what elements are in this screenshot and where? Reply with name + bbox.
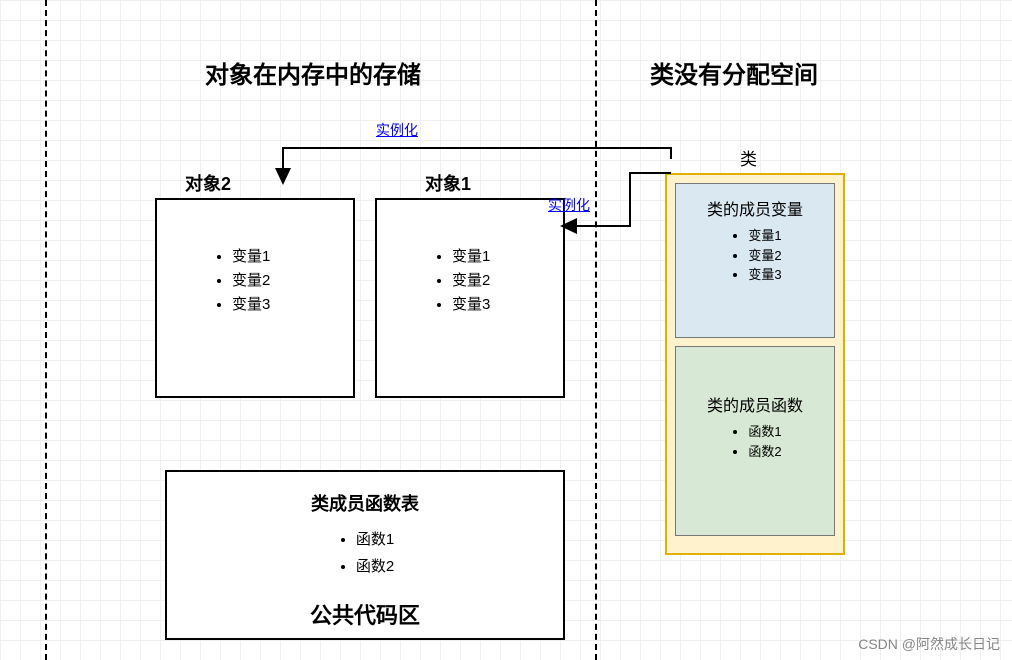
class-method-item: 函数2 [748, 442, 781, 462]
func-item: 函数1 [356, 526, 394, 553]
obj1-item: 变量2 [452, 269, 563, 293]
obj2-label: 对象2 [185, 170, 231, 196]
func-table-box: 类成员函数表 函数1 函数2 公共代码区 [165, 470, 565, 640]
class-members-title: 类的成员变量 [684, 196, 826, 220]
class-label: 类 [740, 145, 757, 170]
obj2-item: 变量1 [232, 245, 353, 269]
divider-right [595, 0, 597, 660]
func-table-title: 类成员函数表 [167, 490, 563, 516]
class-method-item: 函数1 [748, 422, 781, 442]
class-methods-title: 类的成员函数 [684, 392, 826, 416]
obj1-label: 对象1 [425, 170, 471, 196]
title-left: 对象在内存中的存储 [205, 55, 421, 90]
class-member-item: 变量3 [748, 265, 781, 285]
class-box: 类的成员变量 变量1 变量2 变量3 类的成员函数 函数1 函数2 [665, 173, 845, 555]
obj1-item: 变量1 [452, 245, 563, 269]
obj1-box: 变量1 变量2 变量3 [375, 198, 565, 398]
obj1-item: 变量3 [452, 293, 563, 317]
instantiate-link-2: 实例化 [548, 195, 590, 215]
title-right: 类没有分配空间 [650, 55, 818, 90]
diagram-canvas: 对象在内存中的存储 类没有分配空间 对象2 对象1 变量1 变量2 变量3 变量… [0, 0, 1012, 660]
divider-left [45, 0, 47, 660]
func-item: 函数2 [356, 553, 394, 580]
class-member-item: 变量2 [748, 246, 781, 266]
class-members-box: 类的成员变量 变量1 变量2 变量3 [675, 183, 835, 338]
obj2-item: 变量2 [232, 269, 353, 293]
obj2-item: 变量3 [232, 293, 353, 317]
arrow-to-obj2 [275, 148, 671, 185]
obj2-box: 变量1 变量2 变量3 [155, 198, 355, 398]
class-member-item: 变量1 [748, 226, 781, 246]
watermark: CSDN @阿然成长日记 [858, 634, 1000, 654]
class-methods-box: 类的成员函数 函数1 函数2 [675, 346, 835, 536]
instantiate-link-1: 实例化 [376, 120, 418, 140]
func-table-footer: 公共代码区 [167, 598, 563, 630]
